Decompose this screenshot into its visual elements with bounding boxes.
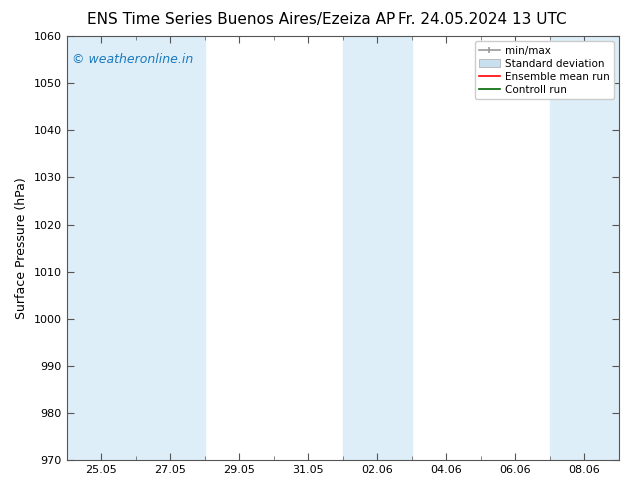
Text: Fr. 24.05.2024 13 UTC: Fr. 24.05.2024 13 UTC <box>398 12 566 27</box>
Legend: min/max, Standard deviation, Ensemble mean run, Controll run: min/max, Standard deviation, Ensemble me… <box>475 41 614 99</box>
Y-axis label: Surface Pressure (hPa): Surface Pressure (hPa) <box>15 177 28 319</box>
Text: © weatheronline.in: © weatheronline.in <box>72 53 193 66</box>
Bar <box>550 36 619 460</box>
Text: ENS Time Series Buenos Aires/Ezeiza AP: ENS Time Series Buenos Aires/Ezeiza AP <box>87 12 395 27</box>
Bar <box>136 36 205 460</box>
Bar <box>67 36 136 460</box>
Bar <box>343 36 412 460</box>
